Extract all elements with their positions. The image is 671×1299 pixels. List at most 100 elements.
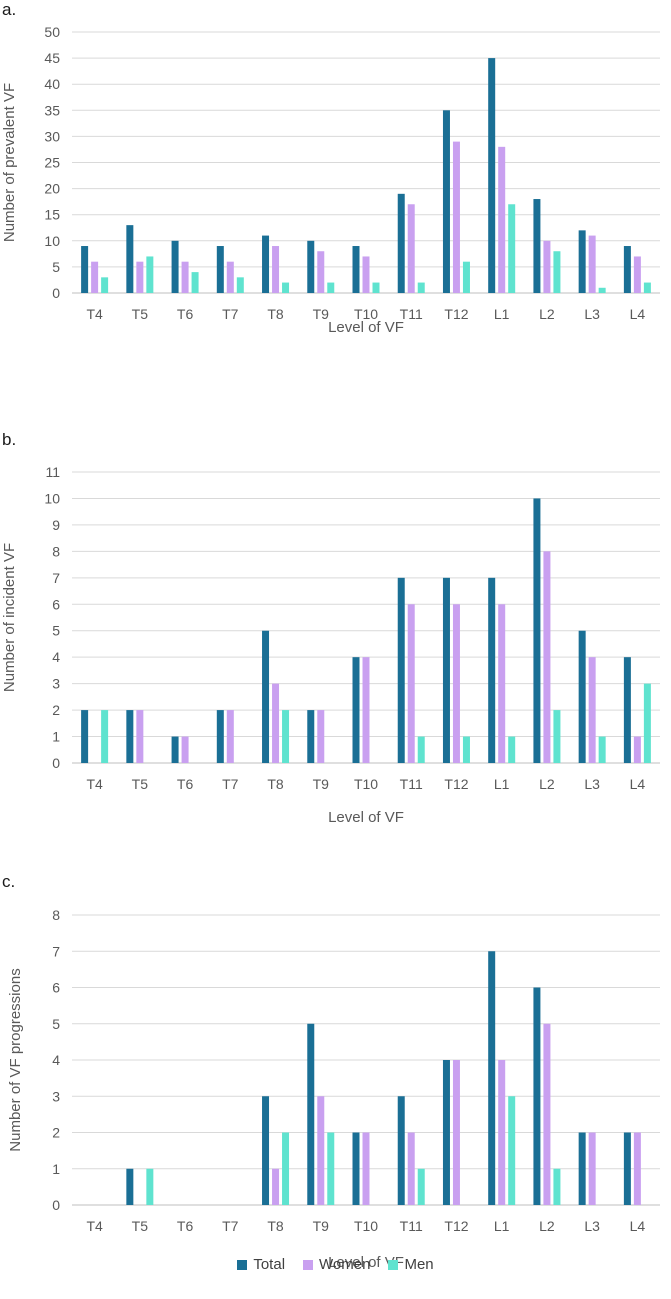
bar-women: [226, 261, 234, 293]
x-tick-label: L4: [630, 776, 646, 792]
bar-men: [282, 282, 290, 293]
bar-women: [272, 1168, 280, 1205]
bar-women: [588, 235, 596, 293]
bar-total: [623, 657, 631, 763]
bar-total: [352, 1132, 360, 1205]
bar-women: [633, 256, 641, 293]
bar-men: [553, 251, 561, 293]
x-tick-label: L2: [539, 306, 555, 322]
y-axis-label: Number of incident VF: [1, 543, 18, 692]
bar-men: [508, 204, 516, 293]
legend: Total Women Men: [0, 1256, 671, 1273]
bar-women: [362, 657, 370, 763]
bar-women: [498, 1060, 506, 1205]
bar-total: [623, 1132, 631, 1205]
x-tick-label: T5: [132, 1218, 149, 1234]
bar-men: [643, 282, 651, 293]
y-tick-label: 0: [52, 1197, 60, 1213]
bar-women: [136, 710, 144, 763]
bar-women: [362, 1132, 370, 1205]
bar-total: [81, 246, 89, 293]
y-tick-label: 0: [52, 755, 60, 771]
x-tick-label: L3: [584, 1218, 600, 1234]
bar-women: [588, 657, 596, 763]
bar-total: [126, 1168, 134, 1205]
legend-swatch: [237, 1259, 248, 1270]
bar-women: [226, 710, 234, 763]
bar-total: [262, 1096, 270, 1205]
bar-total: [397, 577, 405, 763]
legend-swatch: [303, 1259, 314, 1270]
legend-item-total: Total: [237, 1256, 285, 1273]
bar-total: [442, 110, 450, 293]
y-axis-label: Number of prevalent VF: [1, 83, 18, 242]
bar-men: [327, 1132, 335, 1205]
y-tick-label: 7: [52, 570, 60, 586]
bar-men: [282, 1132, 290, 1205]
bar-total: [216, 246, 224, 293]
x-axis-label: Level of VF: [328, 809, 404, 826]
x-tick-label: T4: [86, 306, 103, 322]
y-tick-label: 30: [44, 128, 60, 144]
y-tick-label: 2: [52, 1125, 60, 1141]
bar-total: [126, 710, 134, 763]
panel-a: a. 0 5 10 15 20 25 30 35 40 45 50 T4 T5 T6 T7 T8 T9 T10 T1…: [0, 0, 671, 420]
y-tick-label: 11: [45, 464, 60, 480]
panel-c: c. 0 1 2 3 4 5 6 7 8 T4 T5 T6 T7 T8 T9 T10 T11 T12 L1 L2 L3 L…: [0, 872, 671, 1271]
bar-women: [633, 1132, 641, 1205]
bar-men: [417, 1168, 425, 1205]
x-tick-label: T6: [177, 776, 194, 792]
bar-men: [508, 736, 516, 763]
chart-incident-vf: 0 1 2 3 4 5 6 7 8 9 10 11 T4 T5 T6 T7 T8 T9 T10 T11 T12 L1 L2 L…: [1, 464, 660, 826]
bar-total: [397, 193, 405, 293]
bar-total: [307, 710, 315, 763]
x-tick-label: T5: [132, 306, 149, 322]
bar-men: [598, 287, 606, 293]
legend-label: Men: [404, 1256, 434, 1273]
bar-total: [126, 225, 134, 293]
y-tick-label: 8: [52, 907, 60, 923]
bar-total: [262, 235, 270, 293]
x-tick-label: T10: [354, 776, 378, 792]
x-tick-label: T11: [400, 306, 423, 322]
chart-prevalent-vf: 0 5 10 15 20 25 30 35 40 45 50 T4 T5 T6 T7 T8 T9 T10 T11 T1…: [1, 24, 660, 336]
x-tick-label: T12: [444, 1218, 468, 1234]
bar-women: [272, 683, 280, 763]
bar-total: [533, 199, 541, 293]
bar-total: [171, 240, 179, 293]
bar-women: [181, 736, 189, 763]
bar-women: [633, 736, 641, 763]
bar-total: [352, 246, 360, 293]
x-tick-label: T6: [177, 1218, 194, 1234]
bar-total: [488, 951, 496, 1205]
bar-women: [317, 710, 325, 763]
legend-item-women: Women: [303, 1256, 370, 1273]
y-tick-label: 4: [52, 649, 60, 665]
bar-men: [146, 1168, 154, 1205]
y-tick-label: 4: [52, 1052, 60, 1068]
bar-men: [508, 1096, 516, 1205]
x-tick-label: T8: [267, 306, 284, 322]
y-tick-label: 3: [52, 676, 60, 692]
y-tick-label: 1: [52, 1161, 60, 1177]
x-tick-label: L3: [584, 776, 600, 792]
bar-women: [543, 551, 551, 763]
bar-men: [553, 1168, 561, 1205]
y-tick-label: 7: [52, 943, 60, 959]
y-tick-label: 2: [52, 702, 60, 718]
bar-total: [578, 630, 586, 763]
bar-women: [136, 261, 144, 293]
x-tick-label: T9: [313, 1218, 330, 1234]
x-tick-label: L4: [630, 306, 646, 322]
y-tick-label: 6: [52, 980, 60, 996]
bar-women: [498, 604, 506, 763]
bar-men: [417, 282, 425, 293]
bar-men: [462, 736, 470, 763]
x-tick-label: T4: [86, 1218, 103, 1234]
y-tick-label: 45: [44, 50, 60, 66]
y-tick-label: 20: [44, 181, 60, 197]
legend-label: Women: [319, 1256, 371, 1273]
bar-total: [533, 498, 541, 763]
panel-label: a.: [2, 0, 17, 19]
bar-women: [452, 141, 460, 293]
